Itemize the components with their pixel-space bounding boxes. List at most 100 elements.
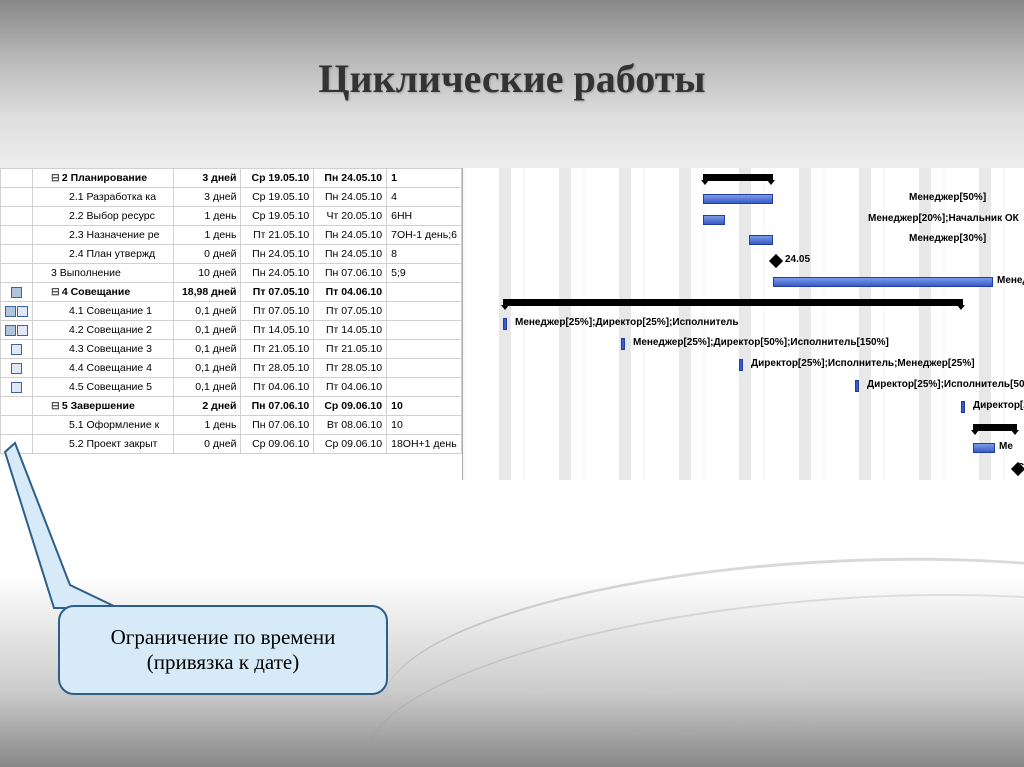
duration-cell[interactable]: 0,1 дней (174, 340, 241, 359)
end-cell[interactable]: Пн 24.05.10 (314, 226, 387, 245)
predecessor-cell[interactable]: 10 (387, 397, 462, 416)
gantt-summary-bar[interactable] (503, 299, 963, 306)
duration-cell[interactable]: 0,1 дней (174, 378, 241, 397)
start-cell[interactable]: Пт 21.05.10 (241, 226, 314, 245)
expand-toggle-icon[interactable]: ⊟ (51, 400, 60, 412)
end-cell[interactable]: Чт 20.05.10 (314, 207, 387, 226)
task-name-cell[interactable]: 5.2 Проект закрыт (33, 435, 174, 454)
start-cell[interactable]: Пт 21.05.10 (241, 340, 314, 359)
predecessor-cell[interactable] (387, 321, 462, 340)
end-cell[interactable]: Пт 21.05.10 (314, 340, 387, 359)
start-cell[interactable]: Пт 28.05.10 (241, 359, 314, 378)
start-cell[interactable]: Ср 19.05.10 (241, 207, 314, 226)
predecessor-cell[interactable]: 5;9 (387, 264, 462, 283)
predecessor-cell[interactable] (387, 378, 462, 397)
table-row[interactable]: 4.4 Совещание 40,1 днейПт 28.05.10Пт 28.… (1, 359, 462, 378)
duration-cell[interactable]: 0,1 дней (174, 321, 241, 340)
end-cell[interactable]: Пт 14.05.10 (314, 321, 387, 340)
duration-cell[interactable]: 10 дней (174, 264, 241, 283)
end-cell[interactable]: Вт 08.06.10 (314, 416, 387, 435)
task-name-cell[interactable]: 4.4 Совещание 4 (33, 359, 174, 378)
duration-cell[interactable]: 18,98 дней (174, 283, 241, 302)
expand-toggle-icon[interactable]: ⊟ (51, 172, 60, 184)
gantt-short-bar[interactable] (855, 380, 859, 392)
predecessor-cell[interactable]: 7ОН-1 день;6 (387, 226, 462, 245)
task-name-cell[interactable]: 4.2 Совещание 2 (33, 321, 174, 340)
start-cell[interactable]: Пн 07.06.10 (241, 416, 314, 435)
table-row[interactable]: 2.3 Назначение ре1 деньПт 21.05.10Пн 24.… (1, 226, 462, 245)
table-row[interactable]: 2.1 Разработка ка3 днейСр 19.05.10Пн 24.… (1, 188, 462, 207)
start-cell[interactable]: Пт 14.05.10 (241, 321, 314, 340)
start-cell[interactable]: Пт 07.05.10 (241, 302, 314, 321)
gantt-task-bar[interactable] (703, 215, 725, 225)
task-name-cell[interactable]: 4.3 Совещание 3 (33, 340, 174, 359)
table-row[interactable]: ⊟2 Планирование3 днейСр 19.05.10Пн 24.05… (1, 169, 462, 188)
table-row[interactable]: 2.4 План утвержд0 днейПн 24.05.10Пн 24.0… (1, 245, 462, 264)
start-cell[interactable]: Ср 09.06.10 (241, 435, 314, 454)
task-name-cell[interactable]: ⊟2 Планирование (33, 169, 174, 188)
end-cell[interactable]: Пт 28.05.10 (314, 359, 387, 378)
task-name-cell[interactable]: 5.1 Оформление к (33, 416, 174, 435)
gantt-short-bar[interactable] (621, 338, 625, 350)
gantt-task-bar[interactable] (703, 194, 773, 204)
predecessor-cell[interactable]: 1 (387, 169, 462, 188)
start-cell[interactable]: Пн 24.05.10 (241, 245, 314, 264)
table-row[interactable]: 2.2 Выбор ресурс1 деньСр 19.05.10Чт 20.0… (1, 207, 462, 226)
predecessor-cell[interactable] (387, 359, 462, 378)
duration-cell[interactable]: 2 дней (174, 397, 241, 416)
gantt-short-bar[interactable] (503, 318, 507, 330)
task-name-cell[interactable]: 2.2 Выбор ресурс (33, 207, 174, 226)
task-name-cell[interactable]: 3 Выполнение (33, 264, 174, 283)
end-cell[interactable]: Пт 07.05.10 (314, 302, 387, 321)
end-cell[interactable]: Пт 04.06.10 (314, 378, 387, 397)
predecessor-cell[interactable]: 18ОН+1 день (387, 435, 462, 454)
gantt-task-bar[interactable] (749, 235, 773, 245)
predecessor-cell[interactable]: 10 (387, 416, 462, 435)
duration-cell[interactable]: 1 день (174, 207, 241, 226)
table-row[interactable]: 5.2 Проект закрыт0 днейСр 09.06.10Ср 09.… (1, 435, 462, 454)
gantt-task-bar[interactable] (973, 443, 995, 453)
duration-cell[interactable]: 0,1 дней (174, 359, 241, 378)
gantt-task-bar[interactable] (773, 277, 993, 287)
start-cell[interactable]: Пн 07.06.10 (241, 397, 314, 416)
table-row[interactable]: 4.3 Совещание 30,1 днейПт 21.05.10Пт 21.… (1, 340, 462, 359)
start-cell[interactable]: Ср 19.05.10 (241, 188, 314, 207)
table-row[interactable]: ⊟4 Совещание18,98 днейПт 07.05.10Пт 04.0… (1, 283, 462, 302)
gantt-milestone[interactable] (769, 254, 783, 268)
task-name-cell[interactable]: 2.4 План утвержд (33, 245, 174, 264)
end-cell[interactable]: Пн 24.05.10 (314, 188, 387, 207)
table-row[interactable]: 5.1 Оформление к1 деньПн 07.06.10Вт 08.0… (1, 416, 462, 435)
table-row[interactable]: ⊟5 Завершение2 днейПн 07.06.10Ср 09.06.1… (1, 397, 462, 416)
gantt-summary-bar[interactable] (703, 174, 773, 181)
start-cell[interactable]: Ср 19.05.10 (241, 169, 314, 188)
end-cell[interactable]: Ср 09.06.10 (314, 397, 387, 416)
start-cell[interactable]: Пт 07.05.10 (241, 283, 314, 302)
table-row[interactable]: 3 Выполнение10 днейПн 24.05.10Пн 07.06.1… (1, 264, 462, 283)
duration-cell[interactable]: 1 день (174, 416, 241, 435)
expand-toggle-icon[interactable]: ⊟ (51, 286, 60, 298)
task-name-cell[interactable]: 2.3 Назначение ре (33, 226, 174, 245)
table-row[interactable]: 4.2 Совещание 20,1 днейПт 14.05.10Пт 14.… (1, 321, 462, 340)
gantt-summary-bar[interactable] (973, 424, 1017, 431)
task-name-cell[interactable]: ⊟5 Завершение (33, 397, 174, 416)
predecessor-cell[interactable]: 4 (387, 188, 462, 207)
task-name-cell[interactable]: ⊟4 Совещание (33, 283, 174, 302)
end-cell[interactable]: Пн 24.05.10 (314, 245, 387, 264)
start-cell[interactable]: Пн 24.05.10 (241, 264, 314, 283)
predecessor-cell[interactable] (387, 283, 462, 302)
end-cell[interactable]: Ср 09.06.10 (314, 435, 387, 454)
duration-cell[interactable]: 0 дней (174, 245, 241, 264)
predecessor-cell[interactable] (387, 302, 462, 321)
duration-cell[interactable]: 3 дней (174, 169, 241, 188)
table-row[interactable]: 4.1 Совещание 10,1 днейПт 07.05.10Пт 07.… (1, 302, 462, 321)
duration-cell[interactable]: 0 дней (174, 435, 241, 454)
duration-cell[interactable]: 3 дней (174, 188, 241, 207)
end-cell[interactable]: Пн 07.06.10 (314, 264, 387, 283)
task-name-cell[interactable]: 2.1 Разработка ка (33, 188, 174, 207)
predecessor-cell[interactable]: 6НН (387, 207, 462, 226)
predecessor-cell[interactable]: 8 (387, 245, 462, 264)
table-row[interactable]: 4.5 Совещание 50,1 днейПт 04.06.10Пт 04.… (1, 378, 462, 397)
end-cell[interactable]: Пн 24.05.10 (314, 169, 387, 188)
task-name-cell[interactable]: 4.1 Совещание 1 (33, 302, 174, 321)
predecessor-cell[interactable] (387, 340, 462, 359)
